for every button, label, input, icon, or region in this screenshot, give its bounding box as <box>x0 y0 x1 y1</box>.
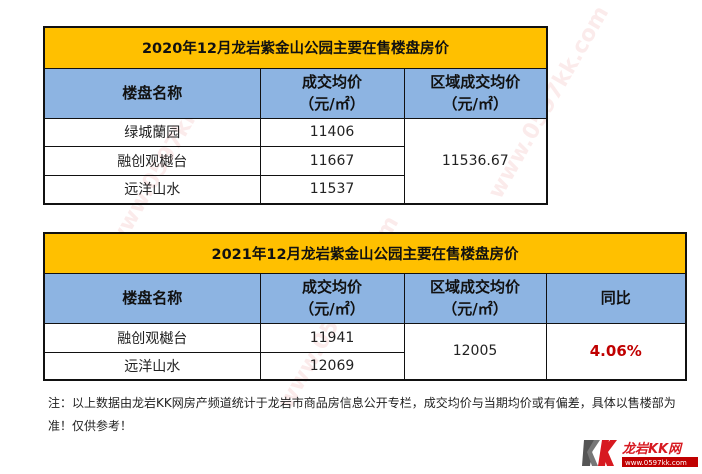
table-row: 融创观樾台 11941 12005 4.06% <box>43 322 687 381</box>
project-price: 11667 <box>259 145 405 176</box>
area-price: 11536.67 <box>403 117 548 205</box>
header-price: 成交均价 （元/㎡） <box>259 67 405 119</box>
project-price: 12069 <box>259 351 405 381</box>
header-area-label: 区域成交均价 <box>429 278 520 296</box>
area-price: 12005 <box>403 322 547 381</box>
header-area-unit: （元/㎡） <box>442 300 508 318</box>
header-area-price: 区域成交均价 （元/㎡） <box>403 272 547 324</box>
project-name: 远洋山水 <box>43 351 261 381</box>
svg-text:龙岩KK网: 龙岩KK网 <box>621 441 683 457</box>
price-table-2020: 2020年12月龙岩紫金山公园主要在售楼盘房价 楼盘名称 成交均价 （元/㎡） 区… <box>43 26 548 205</box>
project-name: 融创观樾台 <box>43 322 261 353</box>
header-price-unit: （元/㎡） <box>299 95 365 113</box>
kk-logo-icon: 龙岩KK网 www.0597kk.com <box>582 440 698 467</box>
header-name: 楼盘名称 <box>43 67 261 119</box>
table-row: 绿城蘭园 11406 11536.67 <box>43 117 548 205</box>
table-row: 远洋山水 11537 <box>43 174 547 205</box>
site-logo: 龙岩KK网 www.0597kk.com <box>582 436 700 470</box>
project-price: 11941 <box>259 322 405 353</box>
header-price-label: 成交均价 <box>301 278 362 296</box>
table-row: 融创观樾台 11667 <box>43 145 547 176</box>
project-name: 远洋山水 <box>43 174 261 205</box>
table-title: 2021年12月龙岩紫金山公园主要在售楼盘房价 <box>43 232 687 274</box>
table-row: 远洋山水 12069 <box>43 351 686 381</box>
project-price: 11406 <box>259 117 405 147</box>
header-area-price: 区域成交均价 （元/㎡） <box>403 67 548 119</box>
header-price-label: 成交均价 <box>301 73 362 91</box>
project-name: 绿城蘭园 <box>43 117 261 147</box>
table-title: 2020年12月龙岩紫金山公园主要在售楼盘房价 <box>43 26 548 69</box>
footnote: 注：以上数据由龙岩KK网房产频道统计于龙岩市商品房信息公开专栏，成交均价与当期均… <box>48 396 676 433</box>
header-name: 楼盘名称 <box>43 272 261 324</box>
header-price: 成交均价 （元/㎡） <box>259 272 405 324</box>
header-area-label: 区域成交均价 <box>430 73 521 91</box>
yoy-change: 4.06% <box>545 322 687 381</box>
svg-text:www.0597kk.com: www.0597kk.com <box>625 459 687 467</box>
header-yoy: 同比 <box>545 272 687 324</box>
price-table-2021: 2021年12月龙岩紫金山公园主要在售楼盘房价 楼盘名称 成交均价 （元/㎡） 区… <box>43 232 688 381</box>
project-price: 11537 <box>259 174 405 205</box>
header-area-unit: （元/㎡） <box>442 95 508 113</box>
project-name: 融创观樾台 <box>43 145 261 176</box>
header-price-unit: （元/㎡） <box>299 300 365 318</box>
